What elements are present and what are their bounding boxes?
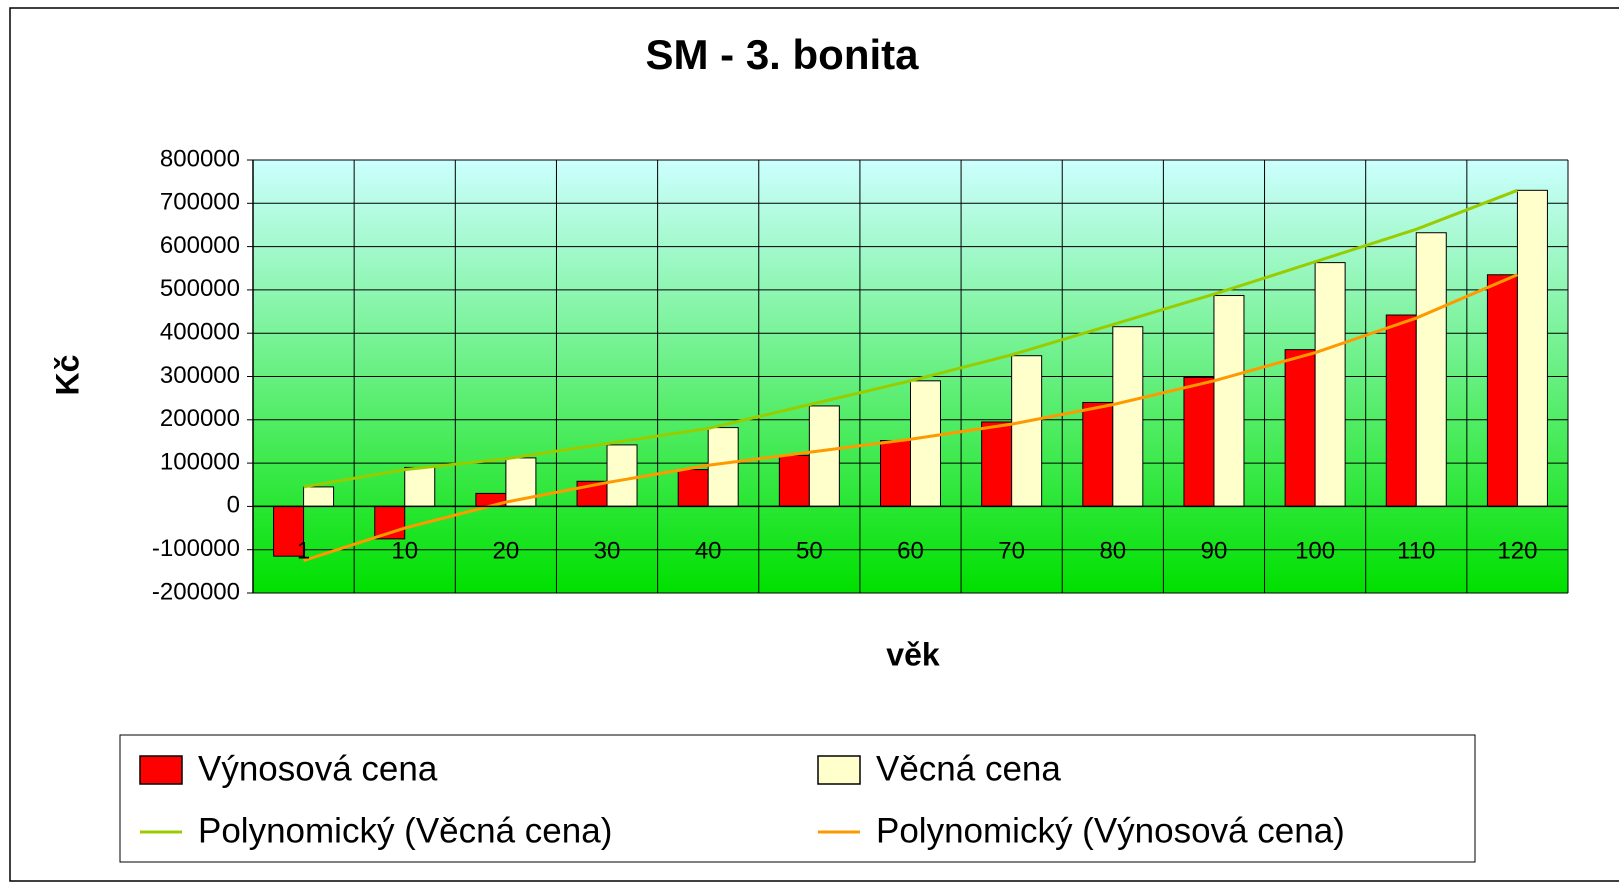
- x-tick-label: 40: [695, 538, 722, 565]
- x-tick-label: 110: [1397, 538, 1435, 565]
- y-tick-label: 300000: [160, 362, 240, 389]
- legend-label: Věcná cena: [876, 749, 1061, 788]
- bar: [880, 440, 911, 507]
- bar: [303, 486, 335, 507]
- bar: [1082, 401, 1114, 507]
- legend-box: [119, 734, 1476, 863]
- bar: [1486, 274, 1518, 507]
- y-tick-label: 400000: [160, 319, 240, 346]
- x-tick-label: 1: [297, 538, 310, 565]
- x-tick-label: 100: [1295, 538, 1335, 565]
- bar: [1011, 355, 1043, 507]
- x-tick-label: 90: [1201, 538, 1228, 565]
- y-tick-label: 0: [227, 492, 240, 519]
- y-tick-label: -100000: [152, 535, 240, 562]
- x-axis-label: věk: [886, 636, 940, 672]
- y-tick-label: 100000: [160, 448, 240, 475]
- legend-swatch: [817, 755, 861, 785]
- bar: [606, 444, 638, 507]
- y-tick-label: 200000: [160, 405, 240, 432]
- bar: [910, 380, 941, 507]
- y-axis-label: Kč: [49, 355, 85, 396]
- y-tick-label: 500000: [160, 275, 240, 302]
- y-tick-label: 800000: [160, 145, 240, 172]
- bar: [677, 469, 709, 507]
- x-tick-label: 20: [493, 538, 520, 565]
- legend-label: Polynomický (Věcná cena): [198, 811, 612, 850]
- x-tick-label: 30: [594, 538, 621, 565]
- legend-swatch: [139, 755, 183, 785]
- x-tick-label: 10: [391, 538, 418, 565]
- legend-label: Výnosová cena: [198, 749, 438, 788]
- legend-label: Polynomický (Výnosová cena): [876, 811, 1345, 850]
- bar: [778, 454, 810, 507]
- chart-title: SM - 3. bonita: [646, 31, 920, 78]
- y-tick-label: 700000: [160, 189, 240, 216]
- bar: [273, 505, 305, 557]
- bar: [981, 421, 1013, 507]
- bar: [1284, 349, 1316, 507]
- x-tick-label: 60: [897, 538, 924, 565]
- bar: [1213, 295, 1245, 507]
- trend-line: [303, 188, 1518, 489]
- bar: [808, 405, 840, 507]
- bar: [1183, 376, 1215, 507]
- y-tick-label: -200000: [152, 578, 240, 605]
- bar: [1415, 232, 1447, 507]
- x-tick-label: 70: [998, 538, 1025, 565]
- bar: [404, 466, 436, 507]
- x-tick-label: 80: [1099, 538, 1126, 565]
- x-tick-label: 50: [796, 538, 823, 565]
- trend-line: [303, 273, 1519, 562]
- bar: [1314, 262, 1346, 507]
- bar: [1112, 326, 1144, 507]
- bar: [707, 427, 739, 507]
- y-tick-label: 600000: [160, 232, 240, 259]
- bar: [1385, 314, 1417, 507]
- bar: [1516, 189, 1548, 507]
- x-tick-label: 120: [1497, 538, 1537, 565]
